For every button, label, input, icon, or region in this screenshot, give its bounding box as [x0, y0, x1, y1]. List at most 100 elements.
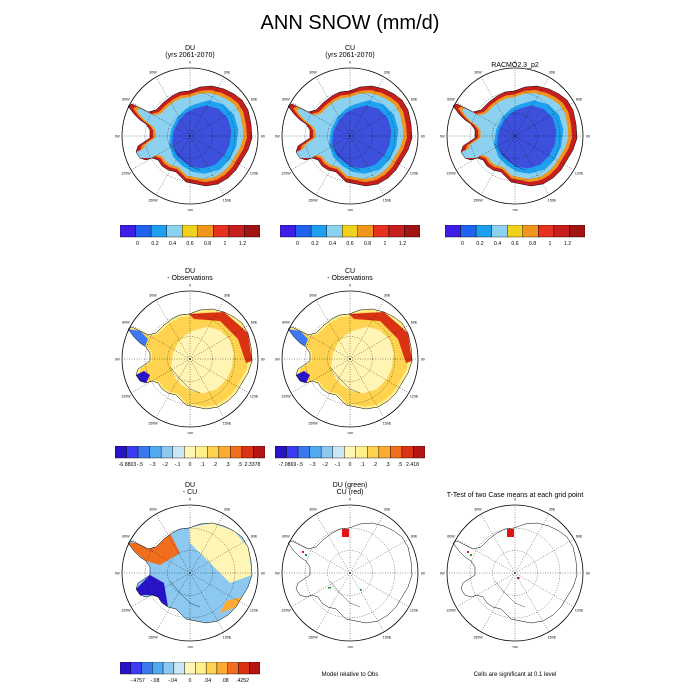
- colorbar-swatch: [507, 225, 523, 238]
- colorbar-swatch: [332, 446, 345, 459]
- colorbar-swatch: [367, 446, 380, 459]
- longitude-label: 30W: [149, 507, 157, 511]
- ice-shelf-line: [494, 143, 526, 171]
- colorbar-swatch: [130, 662, 142, 675]
- longitude-label: 30E: [384, 507, 391, 511]
- longitude-label: 150W: [308, 636, 318, 640]
- significant-cell: [302, 551, 304, 553]
- latitude-circle: [167, 550, 213, 596]
- colorbar-swatch: [355, 446, 368, 459]
- longitude-label: 60E: [576, 98, 583, 102]
- ice-shelf-line: [169, 580, 201, 608]
- longitude-label: 90E: [586, 572, 590, 576]
- longitude-label: 120E: [410, 395, 419, 399]
- longitude-label: 150W: [308, 199, 318, 203]
- colorbar-tick-label: -.3: [149, 462, 155, 468]
- colorbar-swatch: [388, 225, 405, 238]
- longitude-label: 180: [347, 646, 353, 649]
- colorbar-swatch: [182, 225, 198, 238]
- longitude-label: 60W: [447, 98, 455, 102]
- colorbar: 0 0.2 0.4 0.6 0.8 1 1.2: [280, 225, 420, 247]
- colorbar: -.4757 -.08 -.04 0 .04 .08 .4252: [120, 662, 260, 684]
- latitude-circle: [492, 550, 538, 596]
- coastline: [127, 522, 253, 624]
- longitude-label: 120E: [410, 609, 419, 613]
- colorbar: -7.0869 -.5 -.3 -.2 -.1 0 .1 .2 .3 .5 2.418: [275, 446, 425, 468]
- colorbar-tick-label: 0.8: [204, 241, 211, 247]
- longitude-label: 30W: [149, 293, 157, 297]
- colorbar-tick-label: .3: [385, 462, 389, 468]
- panel-cu-future: CU (yrs 2061-2070) 0 30E 60E 90E 120E 150E 180…: [275, 45, 425, 255]
- colorbar-swatch: [320, 446, 333, 459]
- colorbar-swatch: [137, 446, 150, 459]
- meridian-line: [349, 572, 409, 608]
- longitude-label: 90W: [115, 135, 120, 139]
- longitude-label: 150W: [308, 422, 318, 426]
- longitude-label: 30W: [474, 70, 482, 74]
- colorbar-swatch: [162, 662, 175, 675]
- meridian-line: [315, 572, 351, 632]
- longitude-label: 180: [512, 209, 518, 212]
- map-fill: [128, 86, 252, 186]
- meridian-line: [480, 572, 516, 632]
- colorbar-swatch: [522, 225, 539, 238]
- longitude-label: 90W: [115, 358, 120, 362]
- longitude-label: 60E: [251, 321, 258, 325]
- significant-cell: [305, 554, 307, 556]
- longitude-label: 30E: [384, 293, 391, 297]
- coastline: [127, 85, 253, 187]
- longitude-label: 120W: [281, 172, 291, 176]
- coastline: [287, 85, 413, 187]
- diff-positive-edge: [189, 312, 252, 363]
- latitude-circle: [327, 336, 373, 382]
- colorbar-swatch: [150, 225, 167, 238]
- colorbar-swatch: [249, 662, 260, 675]
- colorbar-swatch: [218, 446, 231, 459]
- longitude-label: 60W: [282, 321, 290, 325]
- longitude-label: 30W: [309, 293, 317, 297]
- colorbar-swatch: [207, 446, 220, 459]
- longitude-label: 30E: [224, 507, 231, 511]
- longitude-label: 120W: [446, 172, 456, 176]
- longitude-label: 90W: [275, 358, 280, 362]
- colorbar-tick-label: -.1: [174, 462, 180, 468]
- longitude-label: 180: [187, 432, 193, 435]
- colorbar-swatch: [342, 225, 358, 238]
- latitude-circle: [304, 313, 396, 405]
- longitude-label: 150W: [148, 199, 158, 203]
- colorbar-tick-label: .4252: [236, 678, 249, 684]
- significant-cell-cluster: [507, 529, 514, 537]
- panel-footnote: Cells are significant at 0.1 level: [473, 672, 557, 678]
- longitude-label: 60W: [282, 98, 290, 102]
- longitude-label: 0: [349, 61, 351, 65]
- longitude-label: 60W: [122, 535, 130, 539]
- colorbar-tick-label: 0.6: [346, 241, 353, 247]
- plateau-core: [172, 105, 232, 169]
- panel-du-future: DU (yrs 2061-2070) 0 30E 60E 90E 120E 150E 180…: [115, 45, 265, 255]
- colorbar-tick-label: -.2: [322, 462, 328, 468]
- colorbar-swatch: [228, 225, 245, 238]
- colorbar-tick-label: 0.8: [529, 241, 536, 247]
- meridian-line: [456, 572, 516, 608]
- colorbar-swatch: [553, 225, 570, 238]
- longitude-label: 120W: [121, 395, 131, 399]
- longitude-label: 150E: [223, 422, 232, 426]
- panel-cu-minus-obs: CU - Observations 0 30E 60E 90E 120E 150E 180 1…: [275, 268, 425, 478]
- longitude-label: 120W: [446, 609, 456, 613]
- longitude-label: 180: [347, 209, 353, 212]
- colorbar-swatch: [401, 446, 414, 459]
- longitude-label: 150E: [383, 199, 392, 203]
- colorbar-swatch: [491, 225, 508, 238]
- coastline: [452, 522, 578, 624]
- colorbar-swatch: [120, 662, 131, 675]
- coastline: [287, 308, 413, 410]
- colorbar-tick-label: 1.2: [399, 241, 406, 247]
- colorbar-swatch: [120, 225, 136, 238]
- panel-title-line-2: - Observations: [327, 275, 373, 282]
- colorbar: 0 0.2 0.4 0.6 0.8 1 1.2: [120, 225, 260, 247]
- longitude-label: 30E: [224, 70, 231, 74]
- panel-title-line-2: CU (red): [336, 489, 364, 496]
- longitude-label: 90E: [261, 358, 265, 362]
- longitude-label: 120E: [250, 609, 259, 613]
- longitude-label: 0: [514, 498, 516, 502]
